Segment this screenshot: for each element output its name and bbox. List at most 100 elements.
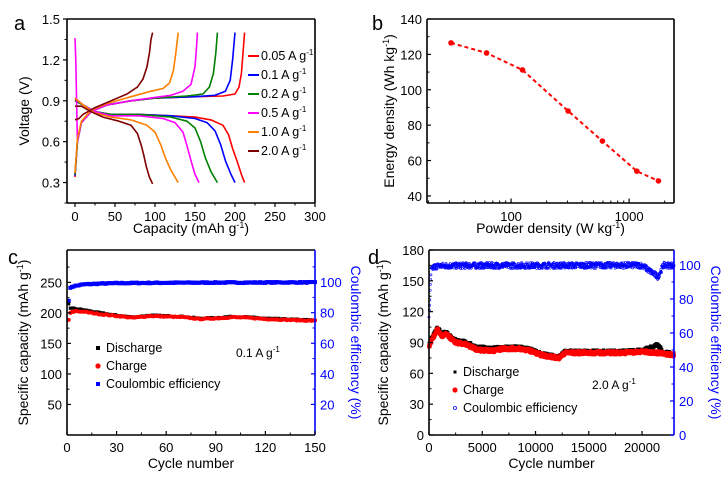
legend-label-a: 0.1 A g-1 <box>261 67 307 82</box>
x-axis-label-d: Cycle number <box>508 455 595 471</box>
discharge-point <box>654 344 659 348</box>
panel-a-voltage-capacity: a 0 50 100 150 200 250 300 0.3 0.6 0.9 1.2 1.5 Capaci… <box>14 12 326 236</box>
x-tick-label-d: 5000 <box>468 440 497 455</box>
discharge-point <box>469 341 473 345</box>
discharge-point <box>68 306 72 310</box>
legend-label-a-main: 0.2 A g <box>261 87 299 101</box>
ce-point <box>526 261 530 265</box>
rate-annotation-c-sup: -1 <box>273 345 281 354</box>
ragone-dashed-line <box>450 41 659 182</box>
y-axis-label-b: Energy density (Wh kg-1) <box>381 34 397 188</box>
y-tick-label-a: 1.2 <box>42 53 60 68</box>
y-axis-label-c-sup: -1 <box>15 264 25 272</box>
y-tick-label-c: 150 <box>40 336 62 351</box>
discharge-point <box>660 347 664 351</box>
legend-marker-c <box>96 382 100 386</box>
y-tick-label-b: 40 <box>408 189 422 204</box>
ragone-point <box>448 40 454 46</box>
ce-point <box>459 267 463 270</box>
ce-point <box>435 267 439 271</box>
ragone-point <box>519 67 526 73</box>
y2-tick-label-d: 20 <box>679 394 693 409</box>
panel-label-a: a <box>14 13 26 35</box>
y2-axis-label-c: Coulombic efficiency (%) <box>348 266 364 420</box>
x-tick-label-a: 0 <box>71 209 78 224</box>
y2-tick-label-c: 100 <box>320 275 342 290</box>
legend-label-a-main: 0.1 A g <box>261 68 299 82</box>
y-tick-label-b: 100 <box>400 83 422 98</box>
x-axis-label-a-main: Capacity (mAh g <box>133 220 236 236</box>
y-axis-label-c-end: ) <box>15 260 31 265</box>
ragone-point <box>634 168 640 174</box>
y-tick-label-d: 150 <box>402 274 424 289</box>
ragone-point <box>599 138 606 144</box>
legend-label-d: Coulombic efficiency <box>463 401 578 415</box>
x-tick-label-a: 150 <box>184 209 206 224</box>
y-tick-label-b: 120 <box>400 47 422 62</box>
y-tick-label-b: 80 <box>408 118 422 133</box>
discharge-point <box>67 302 71 306</box>
x-axis-label-b: Powder density (W kg-1) <box>476 220 625 236</box>
y-tick-label-c: 100 <box>40 367 62 382</box>
y2-tick-label-d: 100 <box>679 258 701 273</box>
x-tick-label-a: 200 <box>224 209 246 224</box>
ce-point <box>66 298 71 303</box>
ce-point <box>543 261 547 265</box>
legend-label-a-main: 0.5 A g <box>261 106 299 120</box>
y2-axis-label-d: Coulombic efficiency (%) <box>708 266 724 420</box>
ce-point <box>540 266 544 270</box>
x-axis-label-b-end: ) <box>620 220 625 236</box>
discharge-point <box>75 307 79 311</box>
y-tick-label-d: 30 <box>410 397 424 412</box>
y-tick-label-c: 200 <box>40 306 62 321</box>
panel-label-d: d <box>368 247 379 269</box>
x-tick-label-a: 300 <box>304 209 326 224</box>
y-tick-label-b: 60 <box>408 154 422 169</box>
discharge-outlier-point <box>656 342 660 347</box>
y-tick-label-d: 90 <box>410 336 424 351</box>
y-tick-label-d: 0 <box>417 428 424 443</box>
rate-annotation-c: 0.1 A g-1 <box>236 345 280 360</box>
ce-point <box>552 261 556 264</box>
x-tick-label-c: 60 <box>159 440 173 455</box>
y-tick-label-d: 180 <box>402 243 424 258</box>
curve-charge-series-4 <box>74 32 179 174</box>
x-tick-label-c: 30 <box>109 440 123 455</box>
ce-point <box>558 266 562 270</box>
discharge-point <box>659 345 663 349</box>
legend-label-c: Discharge <box>106 341 162 355</box>
legend-label-a-sup: -1 <box>299 124 307 133</box>
legend-marker-d <box>453 370 457 374</box>
legend-label-c: Coulombic efficiency <box>106 377 221 391</box>
ce-point <box>571 266 575 269</box>
discharge-point <box>70 306 74 310</box>
x-tick-label-d: 0 <box>425 440 432 455</box>
ce-point <box>614 262 618 265</box>
x-tick-label-c: 150 <box>304 440 326 455</box>
y2-tick-label-c: 40 <box>320 367 334 382</box>
x-tick-label-a: 250 <box>264 209 286 224</box>
legend-label-a: 1.0 A g-1 <box>261 124 307 139</box>
ce-point <box>530 266 534 270</box>
legend-label-d: Discharge <box>463 365 519 379</box>
legend-label-a-main: 1.0 A g <box>261 125 299 139</box>
ce-outlier-point <box>656 275 660 279</box>
legend-label-a-sup: -1 <box>299 105 307 114</box>
x-tick-label-c: 90 <box>209 440 223 455</box>
rate-annotation-c-main: 0.1 A g <box>236 346 273 360</box>
y-tick-label-c: 250 <box>40 275 62 290</box>
curve-charge-series-3 <box>74 32 199 143</box>
ce-point <box>513 262 517 266</box>
ce-point <box>583 266 587 270</box>
ce-point <box>494 266 498 270</box>
ce-point <box>500 265 503 269</box>
y-axis-label-d: Specific capacity (mAh g-1) <box>375 260 391 426</box>
y-tick-label-d: 120 <box>402 305 424 320</box>
ce-point <box>647 271 651 274</box>
ce-point <box>621 266 625 270</box>
ce-point <box>548 266 552 270</box>
ce-point <box>429 273 433 277</box>
y-axis-label-b-sup: -1 <box>381 39 391 47</box>
ce-point <box>659 267 663 271</box>
legend-label-a-sup: -1 <box>299 67 307 76</box>
